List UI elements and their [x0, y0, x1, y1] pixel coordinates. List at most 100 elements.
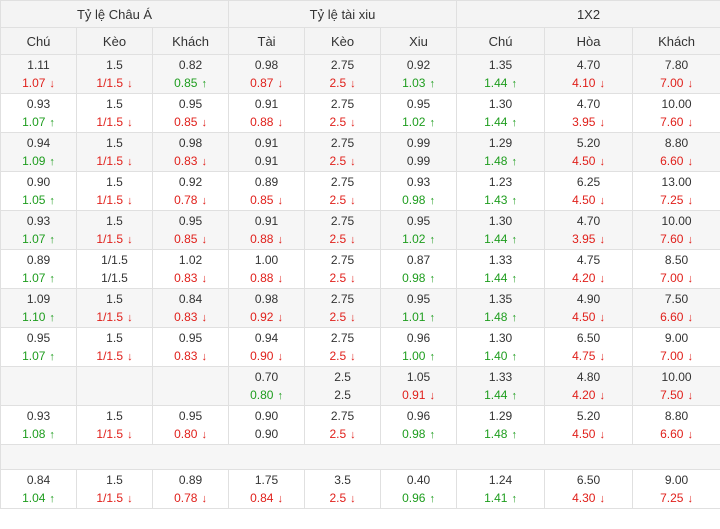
arrow-up-icon: ↑ — [511, 117, 517, 129]
opening-odds: 1.24 — [488, 473, 513, 487]
current-odds-line: 7.00 ↓ — [634, 347, 720, 365]
current-odds: 1.44 — [484, 271, 508, 285]
odds-cell: 2.75 2.5 ↓ — [304, 327, 382, 367]
current-odds-line: 1.48 ↑ — [458, 152, 544, 170]
current-odds-line: 1.04 ↑ — [2, 489, 76, 507]
current-odds-line: 2.5 ↓ — [306, 269, 380, 287]
current-odds-line: 0.99 — [382, 152, 456, 170]
arrow-up-icon: ↑ — [429, 312, 435, 324]
current-odds-line: 0.83 ↓ — [154, 308, 228, 326]
arrow-down-icon: ↓ — [599, 117, 605, 129]
opening-odds: 1.5 — [106, 292, 123, 306]
odds-cell: 2.75 2.5 ↓ — [304, 132, 382, 172]
current-odds-line: 1.02 ↑ — [382, 230, 456, 248]
col-header-home: Chú — [0, 27, 77, 55]
opening-odds: 1.33 — [488, 370, 513, 384]
current-odds: 1/1.5 — [101, 271, 128, 285]
opening-odds: 3.5 — [334, 473, 351, 487]
odds-cell: 1.5 1/1.5 ↓ — [76, 132, 153, 172]
opening-odds: 4.75 — [576, 253, 601, 267]
arrow-down-icon: ↓ — [201, 156, 207, 168]
arrow-up-icon: ↑ — [429, 117, 435, 129]
table-row: 0.70 0.80 ↑ 2.5 2.5 1.05 0.91 ↓ 1.33 1.44 ↑ 4.80 4.2… — [0, 366, 720, 406]
opening-odds: 1.5 — [106, 58, 123, 72]
current-odds-line: 1.00 ↑ — [382, 347, 456, 365]
current-odds: 1.44 — [484, 76, 508, 90]
arrow-down-icon: ↓ — [277, 312, 283, 324]
current-odds-line: 0.83 ↓ — [154, 347, 228, 365]
opening-odds: 0.95 — [178, 214, 203, 228]
current-odds: 4.20 — [572, 271, 596, 285]
odds-cell: 4.90 4.50 ↓ — [544, 288, 634, 328]
current-odds-line: 0.85 ↓ — [154, 230, 228, 248]
current-odds: 1.04 — [22, 491, 46, 505]
current-odds: 4.75 — [572, 349, 596, 363]
odds-cell: 2.75 2.5 ↓ — [304, 93, 382, 133]
current-odds: 7.60 — [660, 232, 684, 246]
odds-cell: 1.02 0.83 ↓ — [151, 249, 230, 289]
current-odds: 1.02 — [402, 115, 426, 129]
arrow-up-icon: ↑ — [429, 273, 435, 285]
opening-odds: 1.5 — [106, 97, 123, 111]
odds-cell: 2.75 2.5 ↓ — [304, 405, 382, 445]
current-odds: 0.84 — [250, 491, 274, 505]
opening-odds: 13.00 — [661, 175, 692, 189]
opening-odds: 2.5 — [334, 370, 351, 384]
odds-cell: 2.5 2.5 — [304, 366, 382, 406]
arrow-up-icon: ↑ — [511, 312, 517, 324]
opening-odds: 0.98 — [254, 292, 279, 306]
current-odds: 0.98 — [402, 193, 426, 207]
opening-odds: 1.29 — [488, 136, 513, 150]
opening-odds: 1.33 — [488, 253, 513, 267]
arrow-down-icon: ↓ — [127, 429, 133, 441]
current-odds-line: 1/1.5 ↓ — [78, 152, 152, 170]
opening-odds: 0.70 — [254, 370, 279, 384]
current-odds-line: 1/1.5 ↓ — [78, 230, 152, 248]
opening-odds: 0.95 — [178, 331, 203, 345]
group-header-over-under: Tỷ lệ tài xiu — [228, 0, 458, 28]
current-odds-line: 4.50 ↓ — [546, 152, 632, 170]
current-odds: 1.10 — [22, 310, 46, 324]
current-odds-line: 0.96 ↑ — [382, 489, 456, 507]
odds-cell: 6.25 4.50 ↓ — [544, 171, 634, 211]
arrow-down-icon: ↓ — [687, 117, 693, 129]
odds-cell: 9.00 7.00 ↓ — [632, 327, 720, 367]
current-odds: 1.07 — [22, 349, 46, 363]
odds-cell — [0, 366, 77, 406]
current-odds: 1.05 — [22, 193, 46, 207]
col-header-over: Tài — [228, 27, 306, 55]
current-odds: 4.30 — [572, 491, 596, 505]
arrow-down-icon: ↓ — [350, 156, 356, 168]
opening-odds — [154, 368, 228, 386]
odds-cell: 0.95 0.85 ↓ — [151, 210, 230, 250]
arrow-down-icon: ↓ — [277, 195, 283, 207]
odds-cell: 0.90 0.90 — [228, 405, 306, 445]
current-odds-line: 0.87 ↓ — [230, 74, 304, 92]
current-odds: 2.5 — [329, 427, 347, 441]
current-odds: 0.83 — [174, 349, 198, 363]
odds-cell: 1/1.5 1/1.5 — [76, 249, 153, 289]
opening-odds: 1.30 — [488, 97, 513, 111]
current-odds: 0.88 — [250, 271, 274, 285]
odds-cell: 13.00 7.25 ↓ — [632, 171, 720, 211]
current-odds: 1/1.5 — [96, 193, 124, 207]
current-odds: 7.60 — [660, 115, 684, 129]
odds-cell: 1.5 1/1.5 ↓ — [76, 405, 153, 445]
current-odds: 4.50 — [572, 193, 596, 207]
current-odds-line: 1/1.5 ↓ — [78, 74, 152, 92]
current-odds: 6.60 — [660, 427, 684, 441]
odds-cell: 1.5 1/1.5 ↓ — [76, 469, 153, 509]
arrow-down-icon: ↓ — [599, 234, 605, 246]
odds-cell: 0.96 1.00 ↑ — [380, 327, 458, 367]
opening-odds: 1.11 — [27, 58, 50, 72]
current-odds: 4.50 — [572, 310, 596, 324]
current-odds: 2.5 — [334, 388, 351, 402]
odds-cell: 6.50 4.75 ↓ — [544, 327, 634, 367]
current-odds: 1.07 — [22, 232, 46, 246]
current-odds-line: 0.85 ↓ — [230, 191, 304, 209]
arrow-up-icon: ↑ — [49, 312, 55, 324]
current-odds: 0.83 — [174, 154, 198, 168]
odds-cell: 1.75 0.84 ↓ — [228, 469, 306, 509]
current-odds: 1.08 — [22, 427, 46, 441]
current-odds-line: 2.5 ↓ — [306, 347, 380, 365]
